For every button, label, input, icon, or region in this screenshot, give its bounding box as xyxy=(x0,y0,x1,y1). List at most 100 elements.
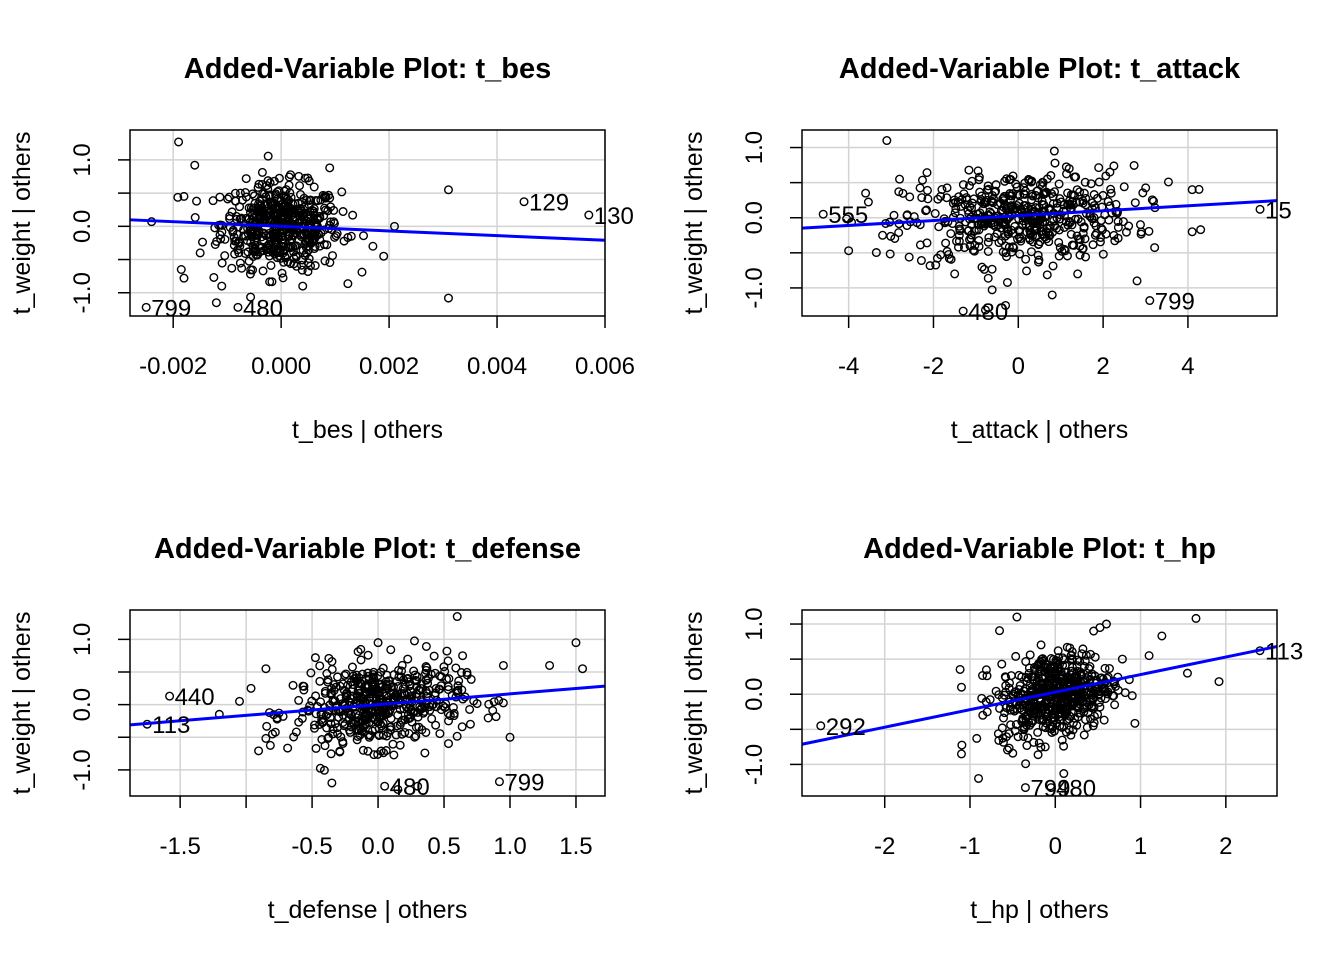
x-axis-label: t_attack | others xyxy=(951,416,1128,444)
data-point xyxy=(307,205,317,215)
data-point xyxy=(1071,172,1081,182)
data-point xyxy=(403,714,413,724)
data-point xyxy=(327,689,337,699)
data-point xyxy=(993,200,1003,210)
point-label: 129 xyxy=(529,190,569,217)
data-point xyxy=(954,192,964,202)
data-point xyxy=(179,191,189,201)
data-point xyxy=(950,208,960,218)
data-point xyxy=(970,240,980,250)
y-tick-label: -1.0 xyxy=(741,267,768,308)
data-point xyxy=(326,749,336,759)
data-point xyxy=(925,261,935,271)
data-point xyxy=(505,732,515,742)
data-point xyxy=(320,688,330,698)
data-point xyxy=(357,669,367,679)
data-point xyxy=(430,668,440,678)
data-point xyxy=(1157,631,1167,641)
data-point xyxy=(967,198,977,208)
data-point xyxy=(1130,198,1140,208)
data-point xyxy=(923,194,933,204)
data-point xyxy=(368,241,378,251)
data-point xyxy=(1056,671,1066,681)
data-point xyxy=(237,263,247,273)
data-point xyxy=(1118,217,1128,227)
data-point xyxy=(1007,191,1017,201)
data-point xyxy=(922,185,932,195)
data-point xyxy=(944,253,954,263)
data-point xyxy=(258,188,268,198)
data-point xyxy=(1081,650,1091,660)
data-point xyxy=(400,679,410,689)
x-tick-label: -1.5 xyxy=(159,833,200,860)
data-point xyxy=(948,212,958,222)
x-axis-label: t_bes | others xyxy=(292,416,443,444)
data-point xyxy=(372,685,382,695)
data-point xyxy=(1020,189,1030,199)
data-point xyxy=(248,265,258,275)
labeled-data-point xyxy=(494,777,504,787)
data-point xyxy=(1048,698,1058,708)
data-point xyxy=(1052,660,1062,670)
data-point xyxy=(972,733,982,743)
data-point xyxy=(1035,180,1045,190)
data-point xyxy=(325,258,335,268)
data-point xyxy=(878,230,888,240)
data-point xyxy=(1049,146,1059,156)
data-point xyxy=(1103,197,1113,207)
data-point xyxy=(229,240,239,250)
plot-frame xyxy=(801,609,1278,797)
data-point xyxy=(402,674,412,684)
data-point xyxy=(316,195,326,205)
point-label: 480 xyxy=(968,299,1008,326)
data-point xyxy=(1070,713,1080,723)
data-point xyxy=(1089,213,1099,223)
data-point xyxy=(288,231,298,241)
x-tick-label: -0.5 xyxy=(291,833,332,860)
data-point xyxy=(211,298,221,308)
data-point xyxy=(1109,161,1119,171)
point-label: 799 xyxy=(1155,289,1195,316)
data-point xyxy=(220,251,230,261)
data-point xyxy=(331,682,341,692)
data-point xyxy=(1034,658,1044,668)
data-point xyxy=(395,740,405,750)
data-point xyxy=(1037,715,1047,725)
data-point xyxy=(942,183,952,193)
chart-title: Added-Variable Plot: t_attack xyxy=(839,53,1241,85)
data-point xyxy=(997,659,1007,669)
data-point xyxy=(251,250,261,260)
data-point xyxy=(305,196,315,206)
x-tick-label: 0 xyxy=(1049,833,1062,860)
data-point xyxy=(1065,643,1075,653)
data-point xyxy=(288,680,298,690)
data-point xyxy=(389,670,399,680)
x-tick-label: 0.5 xyxy=(427,833,460,860)
data-point xyxy=(1001,300,1011,310)
data-point xyxy=(276,212,286,222)
data-point xyxy=(412,671,422,681)
data-point xyxy=(1073,269,1083,279)
data-point xyxy=(922,168,932,178)
data-point xyxy=(1060,246,1070,256)
y-axis-label: t_weight | others xyxy=(8,132,36,315)
data-point xyxy=(341,692,351,702)
data-point xyxy=(353,731,363,741)
labeled-data-point xyxy=(380,781,390,791)
data-point xyxy=(1007,247,1017,257)
data-point xyxy=(397,666,407,676)
data-point xyxy=(397,729,407,739)
data-point xyxy=(1087,671,1097,681)
data-point xyxy=(452,686,462,696)
data-point xyxy=(1002,174,1012,184)
data-point xyxy=(1023,733,1033,743)
data-point xyxy=(1028,204,1038,214)
data-point xyxy=(357,267,367,277)
data-point xyxy=(1088,240,1098,250)
data-point xyxy=(285,188,295,198)
x-tick-label: 1.5 xyxy=(559,833,592,860)
data-point xyxy=(1006,702,1016,712)
data-point xyxy=(1070,214,1080,224)
panel-4: -2 -1 0 1 2 -1.0 0.0 1.0 Added-Variable Plot: t_… xyxy=(680,533,1303,924)
data-point xyxy=(269,232,279,242)
